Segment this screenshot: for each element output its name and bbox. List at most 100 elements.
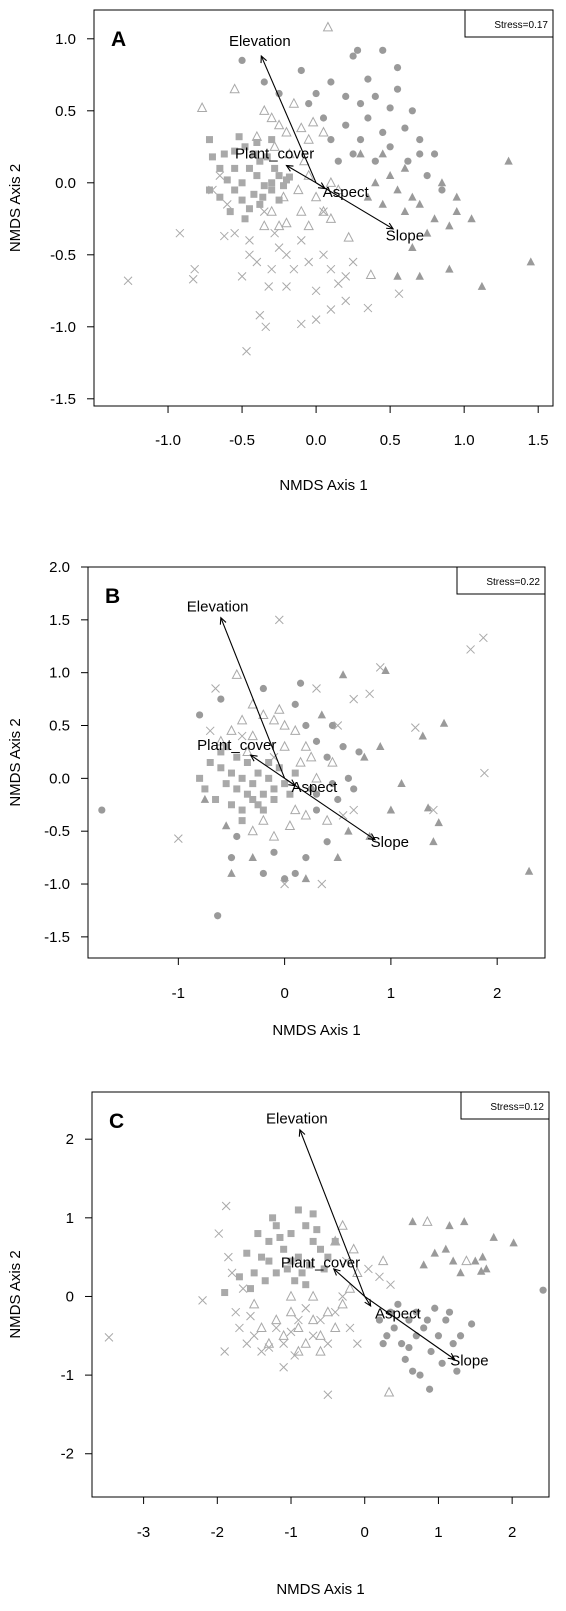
data-point-x	[296, 236, 306, 245]
plot-frame	[91, 1091, 550, 1498]
data-point-triangle-open	[259, 104, 270, 115]
data-point-square	[243, 759, 251, 766]
data-point-triangle-open	[268, 830, 280, 841]
data-point-circle	[312, 737, 321, 745]
data-point-triangle	[482, 1264, 491, 1273]
data-point-triangle	[423, 803, 433, 812]
data-point-triangle-open	[296, 122, 307, 133]
data-point-triangle	[400, 207, 410, 215]
data-point-triangle	[338, 670, 348, 679]
stress-box: Stress=0.12	[460, 1091, 550, 1120]
data-point-square	[258, 1253, 266, 1261]
data-point-circle	[339, 743, 347, 751]
data-point-circle	[404, 157, 412, 165]
data-point-x	[308, 1331, 318, 1341]
data-point-triangle	[526, 257, 535, 266]
data-point-circle	[438, 186, 446, 194]
data-point-x	[219, 231, 229, 241]
data-point-x	[237, 731, 247, 741]
data-point-triangle-open	[196, 102, 208, 113]
data-point-square	[243, 1249, 251, 1257]
data-point-x	[215, 171, 225, 180]
data-point-triangle-open	[348, 1243, 359, 1254]
data-point-square	[276, 1233, 284, 1241]
data-point-circle	[98, 806, 106, 814]
data-point-triangle-open	[365, 269, 377, 280]
data-point-x	[294, 1315, 303, 1325]
data-point-triangle	[397, 779, 406, 788]
vector-arrow: Slope	[364, 1296, 489, 1370]
data-point-circle	[379, 128, 387, 136]
data-point-circle	[334, 795, 342, 804]
data-point-square	[206, 759, 214, 766]
panel-letter: B	[105, 585, 120, 608]
data-point-circle	[270, 848, 278, 856]
data-point-x	[198, 1296, 207, 1305]
data-point-triangle-open	[279, 719, 290, 730]
data-point-circle	[364, 75, 372, 83]
data-point-x	[304, 257, 314, 267]
data-point-square	[256, 200, 264, 208]
y-axis-label: NMDS Axis 2	[7, 164, 24, 252]
data-point-x	[349, 805, 359, 815]
data-point-triangle-open	[229, 83, 240, 94]
data-point-circle	[405, 1316, 413, 1324]
data-point-x	[311, 315, 321, 324]
x-tick-label: 0.0	[306, 432, 327, 449]
data-point-square	[208, 153, 216, 161]
data-point-circle	[233, 832, 241, 841]
data-point-circle	[297, 66, 305, 75]
data-point-triangle-open	[242, 746, 253, 757]
data-point-circle	[305, 100, 313, 108]
data-point-square	[275, 172, 283, 180]
data-point-triangle	[439, 718, 449, 727]
data-point-square	[250, 150, 258, 158]
data-point-x	[365, 689, 374, 699]
data-point-square	[227, 769, 235, 777]
data-point-square	[280, 1245, 288, 1253]
data-point-x	[375, 663, 385, 672]
data-point-x	[271, 1323, 281, 1333]
data-point-triangle	[301, 874, 311, 883]
data-point-triangle-open	[327, 756, 338, 767]
data-point-circle	[416, 1371, 424, 1379]
data-point-square	[235, 133, 243, 141]
data-point-square	[302, 1222, 310, 1230]
data-point-x	[319, 250, 328, 260]
y-tick-label: -2	[61, 1446, 74, 1463]
data-point-x	[224, 1252, 233, 1262]
vector-label: Aspect	[375, 1305, 422, 1322]
data-point-triangle	[445, 1221, 454, 1230]
data-point-triangle-open	[300, 1337, 311, 1348]
data-point-square	[205, 136, 213, 144]
data-point-triangle	[445, 264, 454, 273]
data-point-triangle-open	[330, 1322, 341, 1333]
x-axis-label: NMDS Axis 1	[279, 477, 367, 494]
data-point-circle	[449, 1340, 457, 1348]
data-point-triangle	[452, 192, 461, 201]
data-point-x	[230, 228, 240, 238]
chart-panel-b: Stress=0.22 B -1 0 1 2 -1.5 -1.0 -0.5 0.0 0.5 1.0 1.…	[0, 530, 566, 1050]
data-point-x	[353, 1339, 362, 1349]
data-point-triangle-open	[383, 1386, 395, 1397]
data-point-x	[242, 1339, 252, 1349]
x-tick-label: -1.0	[155, 432, 181, 449]
data-point-circle	[438, 1359, 446, 1367]
data-point-triangle	[419, 1260, 428, 1269]
data-point-triangle-open	[293, 184, 304, 195]
data-point-circle	[445, 1308, 454, 1316]
chart-panel-a: Stress=0.17 A -1.0 -0.5 0.0 0.5 1.0 1.5 -1.5 -1.0…	[0, 0, 566, 520]
data-point-triangle-open	[321, 814, 333, 825]
y-tick-label: 1	[66, 1210, 74, 1227]
data-point-circle	[453, 1367, 461, 1375]
data-point-circle	[356, 100, 365, 108]
data-point-square	[254, 769, 262, 777]
data-point-circle	[259, 684, 267, 693]
data-point-circle	[342, 92, 350, 100]
data-point-square	[238, 774, 246, 782]
y-tick-label: -1.0	[50, 319, 76, 336]
data-point-circle	[386, 104, 394, 112]
data-point-square	[269, 1214, 277, 1222]
vector-arrow: Aspect	[364, 1296, 422, 1322]
data-point-triangle	[430, 214, 439, 223]
